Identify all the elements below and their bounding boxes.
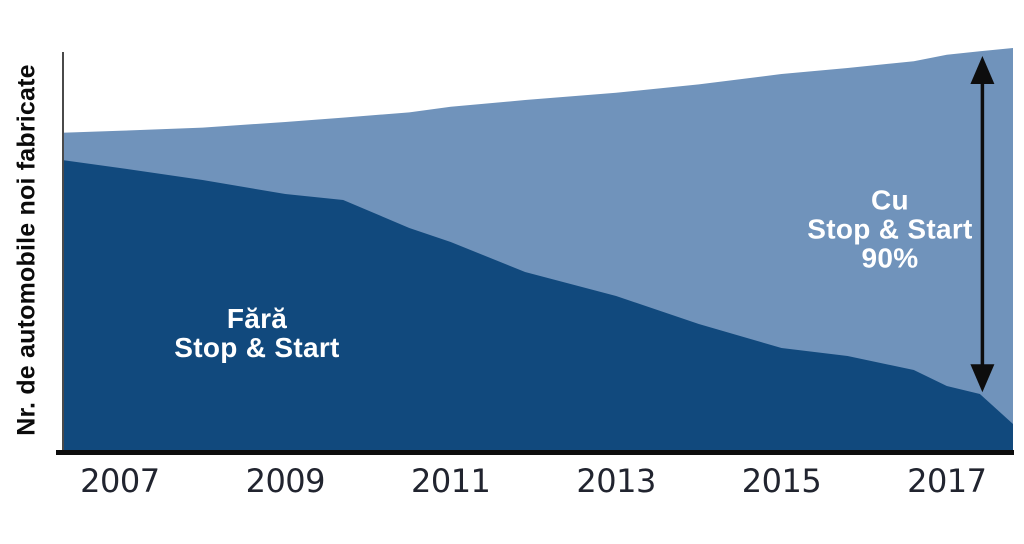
area-fara-stop-start [62,160,1013,452]
label-fara-stop-start: Fără Stop & Start [174,304,339,362]
arrow-head-down-icon [970,364,995,393]
label-cu-line2: Stop & Start [807,213,973,245]
x-axis-line [56,450,1014,455]
x-tick-label-2011: 2011 [410,462,491,500]
label-cu-stop-start: Cu Stop & Start 90% [807,186,972,273]
label-cu-line3: 90% [861,242,919,274]
range-arrow-icon [970,55,995,393]
x-tick-label-2013: 2013 [576,462,656,500]
x-tick-label-2017: 2017 [907,462,987,500]
label-fara-line1: Fără [226,303,288,334]
x-tick-label-2007: 2007 [80,462,160,500]
x-tick-label-2015: 2015 [741,462,822,500]
label-cu-line1: Cu [871,184,909,216]
y-axis-title: Nr. de automobile noi fabricate [12,64,41,436]
y-axis-line [62,52,64,454]
x-tick-label-2009: 2009 [245,462,326,500]
arrow-head-up-icon [970,55,995,84]
label-fara-line2: Stop & Start [174,332,340,363]
